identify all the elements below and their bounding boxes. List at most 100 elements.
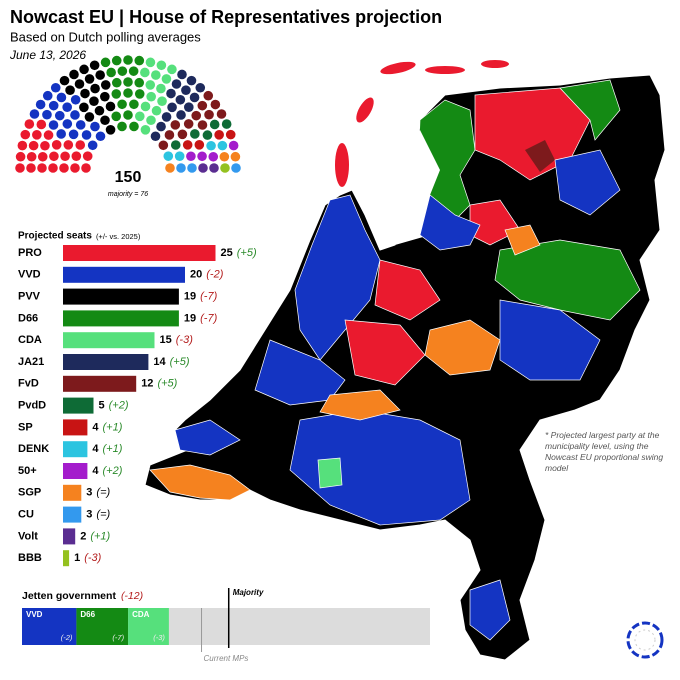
seat <box>220 163 230 173</box>
value-label: 3 <box>86 487 92 499</box>
change-label: (-3) <box>176 334 193 346</box>
seat <box>166 88 176 99</box>
seat <box>177 129 188 140</box>
party-label: CU <box>18 509 34 521</box>
change-label: (+1) <box>103 443 123 455</box>
subtitle: Based on Dutch polling averages <box>10 29 201 44</box>
seat <box>79 102 89 113</box>
change-label: (-7) <box>200 312 217 324</box>
seat <box>48 120 59 130</box>
seat <box>123 77 133 87</box>
seat <box>74 79 85 89</box>
party-label: CDA <box>18 334 42 346</box>
seat <box>176 163 186 173</box>
seat <box>158 140 169 151</box>
party-label: D66 <box>18 312 38 324</box>
seat <box>140 101 151 112</box>
segment-label: D66 <box>80 610 95 619</box>
coalition-change: (-12) <box>121 590 143 602</box>
party-label: DENK <box>18 443 49 455</box>
seat <box>89 96 99 106</box>
seat <box>50 82 61 93</box>
change-label: (+2) <box>103 465 123 477</box>
change-label: (+5) <box>157 378 177 390</box>
change-label: (+5) <box>170 356 190 368</box>
seat <box>60 151 70 162</box>
seat <box>197 100 208 111</box>
map-island <box>380 61 416 75</box>
seat <box>100 115 110 126</box>
seat <box>186 75 197 86</box>
seat <box>134 111 145 122</box>
seat <box>111 55 122 66</box>
value-label: 15 <box>160 334 172 346</box>
segment-change: (-7) <box>112 633 124 642</box>
party-label: VVD <box>18 269 41 281</box>
seat <box>123 110 133 120</box>
map-region <box>469 579 511 641</box>
seat <box>146 91 156 102</box>
change-label: (+1) <box>103 421 123 433</box>
map-region <box>149 464 251 501</box>
seat <box>203 90 214 101</box>
seat <box>191 110 202 121</box>
party-label: PVV <box>18 291 41 303</box>
seat <box>40 140 50 151</box>
seat <box>174 151 185 162</box>
seat <box>165 163 175 173</box>
seat <box>90 121 100 132</box>
value-label: 19 <box>184 291 196 303</box>
seat <box>89 60 100 71</box>
seat <box>94 105 105 116</box>
seat <box>186 151 196 162</box>
party-label: PRO <box>18 247 42 259</box>
seat <box>219 151 230 162</box>
bar <box>63 397 94 414</box>
seat <box>26 151 37 162</box>
map-region <box>559 79 621 141</box>
seat <box>170 140 181 150</box>
map-region <box>294 194 381 361</box>
map-region <box>344 319 426 386</box>
seat <box>35 99 46 110</box>
bar <box>63 550 70 567</box>
seat <box>105 101 116 112</box>
seat <box>59 75 70 86</box>
coalition-segment <box>76 608 129 645</box>
seat <box>145 57 156 68</box>
seat <box>170 120 181 130</box>
coalition-segment <box>22 608 77 645</box>
seat <box>225 129 236 140</box>
change-label: (-7) <box>200 291 217 303</box>
bar <box>63 528 76 545</box>
bar <box>63 266 185 283</box>
seat <box>228 140 239 151</box>
seat <box>62 102 72 112</box>
value-label: 5 <box>99 400 105 412</box>
change-label: (-3) <box>84 552 101 564</box>
value-label: 1 <box>74 552 80 564</box>
segment-change: (-3) <box>153 633 165 642</box>
value-label: 12 <box>141 378 153 390</box>
bar <box>63 506 82 523</box>
seat <box>177 69 187 80</box>
seat <box>134 55 145 66</box>
seat <box>117 121 127 132</box>
map-island <box>335 143 349 187</box>
map-region <box>504 224 541 256</box>
seat <box>24 119 35 129</box>
seat <box>48 100 59 111</box>
seat <box>95 131 106 142</box>
seat <box>117 99 127 110</box>
seat <box>84 74 95 84</box>
logo <box>626 621 664 659</box>
seat <box>84 112 95 122</box>
seat <box>182 140 193 150</box>
seat <box>134 89 145 99</box>
bar <box>63 463 88 479</box>
seat <box>230 151 241 162</box>
change-label: (=) <box>96 487 110 499</box>
seat <box>156 60 167 71</box>
logo-ring <box>634 629 656 651</box>
value-label: 14 <box>153 356 166 368</box>
